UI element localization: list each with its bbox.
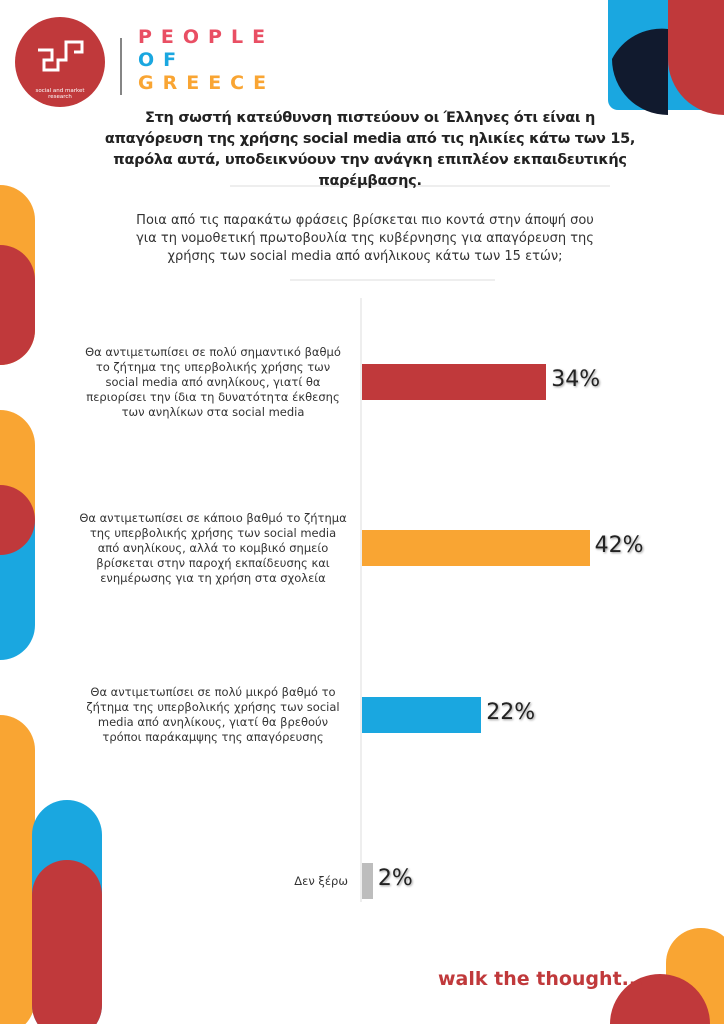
category-label: Δεν ξέρω [294, 873, 348, 888]
chart-subtitle: Ποια από τις παρακάτω φράσεις βρίσκεται … [136, 213, 594, 264]
category-label: Θα αντιμετωπίσει σε πολύ σημαντικό βαθμό… [85, 344, 341, 419]
shape [32, 860, 102, 1024]
category-label: Θα αντιμετωπίσει σε κάποιο βαθμό το ζήτη… [79, 510, 347, 585]
value-label: 34% [551, 367, 601, 392]
bar [362, 697, 482, 733]
shape [612, 28, 668, 116]
tagline: walk the thought... [438, 968, 644, 990]
value-label: 22% [486, 700, 536, 725]
shape [0, 245, 35, 365]
category-label: Θα αντιμετωπίσει σε πολύ μικρό βαθμό το … [86, 685, 340, 744]
logo-circle [15, 17, 105, 107]
shape [0, 485, 35, 555]
bar [362, 863, 373, 899]
brand: PEOPLE OF GREECE [138, 26, 275, 95]
logo-text: social and market research [35, 88, 85, 100]
value-label: 2% [377, 866, 413, 891]
chart-title: Στη σωστή κατεύθυνση πιστεύουν οι Έλληνε… [104, 110, 636, 189]
value-label: 42% [594, 533, 644, 558]
shape [610, 974, 710, 1024]
bar [362, 364, 547, 400]
bar [362, 530, 590, 566]
brand-line: OF [138, 49, 186, 71]
shape [0, 715, 35, 1024]
logo-mark [38, 40, 84, 72]
brand-line: PEOPLE [138, 26, 275, 48]
shape [668, 0, 724, 115]
brand-line: GREECE [138, 72, 276, 94]
